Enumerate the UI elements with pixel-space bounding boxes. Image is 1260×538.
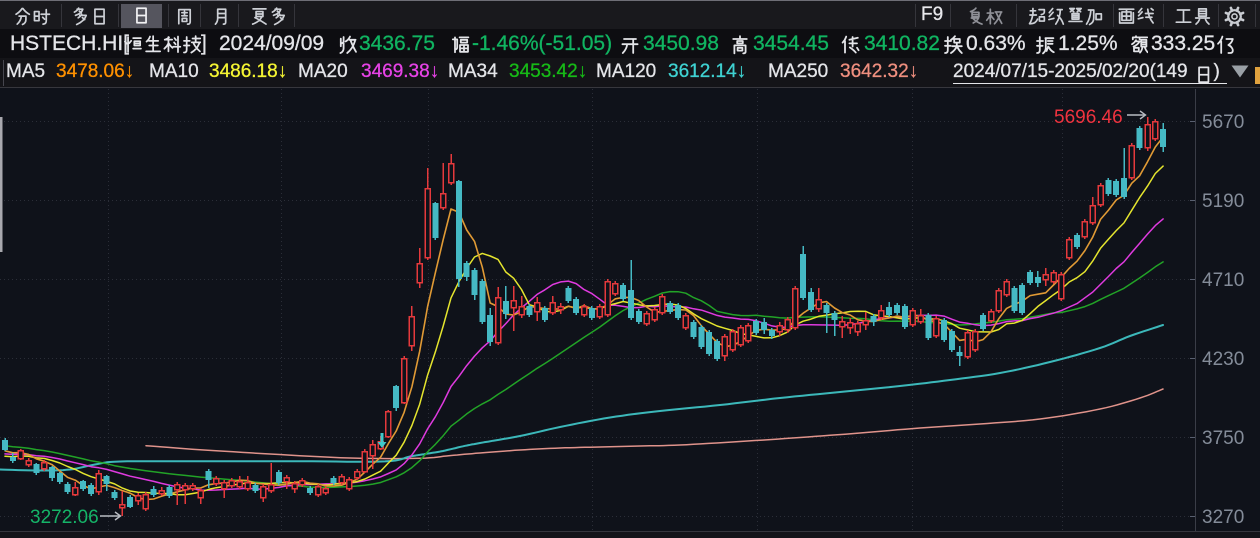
svg-text:5670: 5670 bbox=[1202, 112, 1244, 133]
svg-text:3750: 3750 bbox=[1202, 428, 1244, 449]
svg-text:4710: 4710 bbox=[1202, 270, 1244, 291]
svg-text:4230: 4230 bbox=[1202, 349, 1244, 370]
svg-text:3272.06: 3272.06 bbox=[30, 507, 99, 528]
svg-text:5190: 5190 bbox=[1202, 191, 1244, 212]
svg-text:5696.46: 5696.46 bbox=[1054, 107, 1123, 128]
svg-text:3270: 3270 bbox=[1202, 507, 1244, 528]
